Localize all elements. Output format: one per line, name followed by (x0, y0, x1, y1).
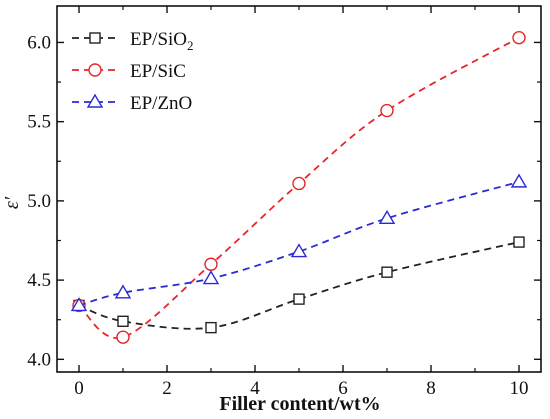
data-point-sic (512, 30, 526, 45)
legend-label-zno: EP/ZnO (130, 93, 192, 114)
y-tick-label: 5.5 (27, 112, 51, 133)
y-tick-label: 4.5 (27, 270, 51, 291)
x-tick-label: 4 (250, 378, 260, 399)
series-sio2-line (78, 241, 520, 330)
data-point-sio2 (293, 293, 305, 305)
y-tick-label: 4.0 (27, 349, 51, 370)
data-point-sio2 (381, 266, 393, 278)
legend: EP/SiO2 EP/SiC EP/ZnO (72, 29, 194, 114)
y-tick-label: 6.0 (27, 32, 51, 53)
x-tick-label: 0 (74, 378, 84, 399)
series-layer (70, 30, 528, 344)
data-point-sio2 (117, 315, 129, 327)
data-point-sic (116, 330, 130, 344)
x-axis-label: Filler content/wt% (219, 393, 380, 415)
y-tick-label: 5.0 (27, 191, 51, 212)
x-tick-label: 6 (338, 378, 348, 399)
x-tick-label: 10 (510, 378, 529, 399)
data-point-sio2 (513, 236, 525, 248)
legend-marker-sic (88, 63, 102, 77)
legend-label-sio2: EP/SiO2 (130, 29, 194, 53)
data-point-zno (378, 209, 396, 225)
legend-marker-sio2 (89, 32, 101, 44)
data-point-zno (70, 297, 88, 312)
data-point-zno (290, 243, 308, 258)
data-point-zno (510, 173, 528, 188)
data-point-sio2 (205, 321, 217, 334)
x-tick-label: 8 (426, 378, 436, 399)
x-axis: 0 2 4 6 8 10 (74, 6, 529, 399)
series-zno (70, 173, 528, 312)
data-point-zno (114, 284, 132, 299)
data-point-zno (202, 270, 220, 285)
data-point-sic (292, 176, 306, 191)
y-axis: 4.0 4.5 5.0 5.5 6.0 (27, 32, 541, 370)
legend-subscript: 2 (187, 38, 194, 53)
legend-marker-zno (86, 93, 104, 108)
series-sic-line (78, 36, 520, 339)
data-point-sic (204, 257, 218, 271)
y-axis-label: ε′ (1, 196, 23, 209)
data-point-sic (380, 103, 394, 118)
legend-label-sic: EP/SiC (130, 61, 186, 82)
x-tick-label: 2 (162, 378, 172, 399)
